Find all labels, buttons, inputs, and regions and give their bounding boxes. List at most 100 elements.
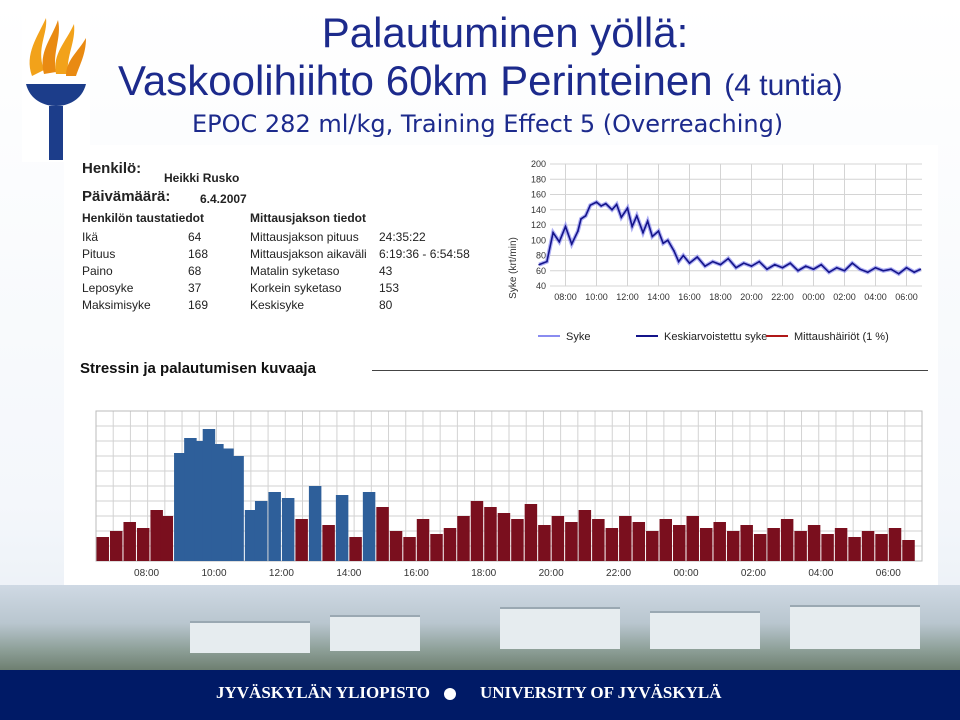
- hr-data-point: [727, 257, 730, 260]
- hr-data-point: [595, 201, 598, 203]
- hr-data-point: [546, 260, 548, 263]
- measurement-title: Mittausjakson tiedot: [250, 211, 367, 225]
- stress-x-tick-label: 22:00: [606, 568, 631, 579]
- stress-bar: [767, 528, 780, 561]
- hr-data-point: [584, 215, 587, 217]
- building-shape: [650, 611, 760, 649]
- building-shape: [190, 621, 310, 653]
- stress-bar: [565, 522, 578, 561]
- hr-data-point: [552, 231, 554, 234]
- hr-data-point: [677, 260, 680, 263]
- hr-data-point: [797, 269, 799, 272]
- name-label: Henkilö:: [82, 160, 142, 177]
- hr-y-tick-label: 160: [531, 190, 546, 200]
- stress-bar: [888, 528, 902, 561]
- hr-legend-label: Keskiarvoistettu syke: [664, 331, 767, 343]
- stress-x-tick-label: 14:00: [336, 568, 361, 579]
- hr-y-axis-label: Syke (krt/min): [508, 237, 519, 299]
- stress-bar: [174, 453, 187, 561]
- meas-label: Matalin syketaso: [250, 264, 340, 278]
- stress-bar: [592, 519, 605, 561]
- stress-x-tick-label: 08:00: [134, 568, 159, 579]
- stress-bar: [673, 525, 686, 561]
- stress-bar: [821, 534, 834, 561]
- hr-data-point: [558, 240, 561, 243]
- hr-data-point: [766, 268, 768, 271]
- hr-y-tick-label: 180: [531, 174, 546, 184]
- footer-bar: JYVÄSKYLÄN YLIOPISTO UNIVERSITY OF JYVÄS…: [0, 670, 960, 720]
- stress-bar: [848, 537, 861, 561]
- stress-bar: [875, 534, 888, 561]
- stress-bar: [511, 519, 524, 561]
- hr-x-tick-label: 00:00: [802, 292, 825, 302]
- stress-bar: [376, 507, 389, 561]
- stress-bar: [497, 513, 511, 561]
- hr-data-point: [735, 266, 737, 269]
- hr-x-tick-label: 20:00: [740, 292, 763, 302]
- stress-bar: [457, 516, 470, 561]
- hr-data-point: [615, 203, 618, 206]
- stress-bar: [430, 534, 443, 561]
- date-label: Päivämäärä:: [82, 188, 171, 205]
- stress-bar: [659, 519, 673, 561]
- hr-data-point: [897, 273, 900, 275]
- hr-data-point: [773, 263, 776, 266]
- stress-bar: [416, 519, 430, 561]
- slide-title: Palautuminen yöllä:: [321, 9, 689, 56]
- hr-data-point: [564, 225, 567, 228]
- stress-bar: [221, 448, 234, 561]
- hr-x-tick-label: 10:00: [585, 292, 608, 302]
- meas-value: 24:35:22: [379, 230, 426, 244]
- stress-bar: [605, 528, 619, 561]
- hr-data-point: [820, 263, 823, 266]
- stress-bar: [96, 537, 109, 561]
- hr-data-point: [919, 268, 922, 271]
- bg-label: Pituus: [82, 247, 116, 261]
- meas-label: Mittausjakson pituus: [250, 230, 359, 244]
- hr-data-point: [843, 269, 846, 272]
- meas-value: 153: [379, 281, 400, 295]
- stress-bar: [470, 501, 484, 561]
- hr-y-tick-label: 40: [536, 281, 546, 291]
- hr-y-tick-label: 140: [531, 205, 546, 215]
- hr-x-tick-label: 16:00: [678, 292, 701, 302]
- stress-bar: [184, 438, 197, 561]
- hr-y-tick-label: 100: [531, 235, 546, 245]
- hr-x-tick-label: 14:00: [647, 292, 670, 302]
- stress-bar: [794, 531, 807, 561]
- hr-data-point: [804, 265, 807, 267]
- stress-bar: [646, 531, 659, 561]
- hr-data-point: [758, 260, 761, 263]
- stress-bar: [538, 525, 551, 561]
- hr-data-point: [577, 230, 579, 232]
- stress-bar: [268, 492, 281, 561]
- bg-value: 37: [188, 281, 202, 295]
- hr-x-tick-label: 08:00: [554, 292, 577, 302]
- slide-title-suffix: (4 tuntia): [724, 69, 843, 102]
- hr-data-point: [711, 260, 714, 263]
- hr-data-point: [812, 268, 815, 271]
- meas-label: Keskisyke: [250, 298, 305, 312]
- stress-x-tick-label: 16:00: [404, 568, 429, 579]
- stress-x-tick-label: 18:00: [471, 568, 496, 579]
- bg-value: 169: [188, 298, 209, 312]
- hr-data-point: [866, 271, 869, 274]
- hr-data-point: [781, 266, 784, 269]
- hr-data-point: [651, 235, 654, 238]
- hr-data-point: [851, 262, 854, 264]
- footer-left-text: JYVÄSKYLÄN YLIOPISTO: [216, 683, 430, 702]
- background-title: Henkilön taustatiedot: [82, 211, 205, 225]
- stress-x-tick-label: 02:00: [741, 568, 766, 579]
- stress-bar: [362, 492, 376, 561]
- meas-value: 80: [379, 298, 393, 312]
- stress-bar: [109, 531, 123, 561]
- stress-bar: [861, 531, 875, 561]
- hr-data-point: [890, 268, 892, 271]
- building-shape: [500, 607, 620, 649]
- hr-data-point: [742, 262, 745, 264]
- meas-value: 43: [379, 264, 393, 278]
- stress-bar: [150, 510, 163, 561]
- hr-x-tick-label: 02:00: [833, 292, 856, 302]
- stress-x-tick-label: 04:00: [808, 568, 833, 579]
- hr-data-point: [538, 263, 540, 266]
